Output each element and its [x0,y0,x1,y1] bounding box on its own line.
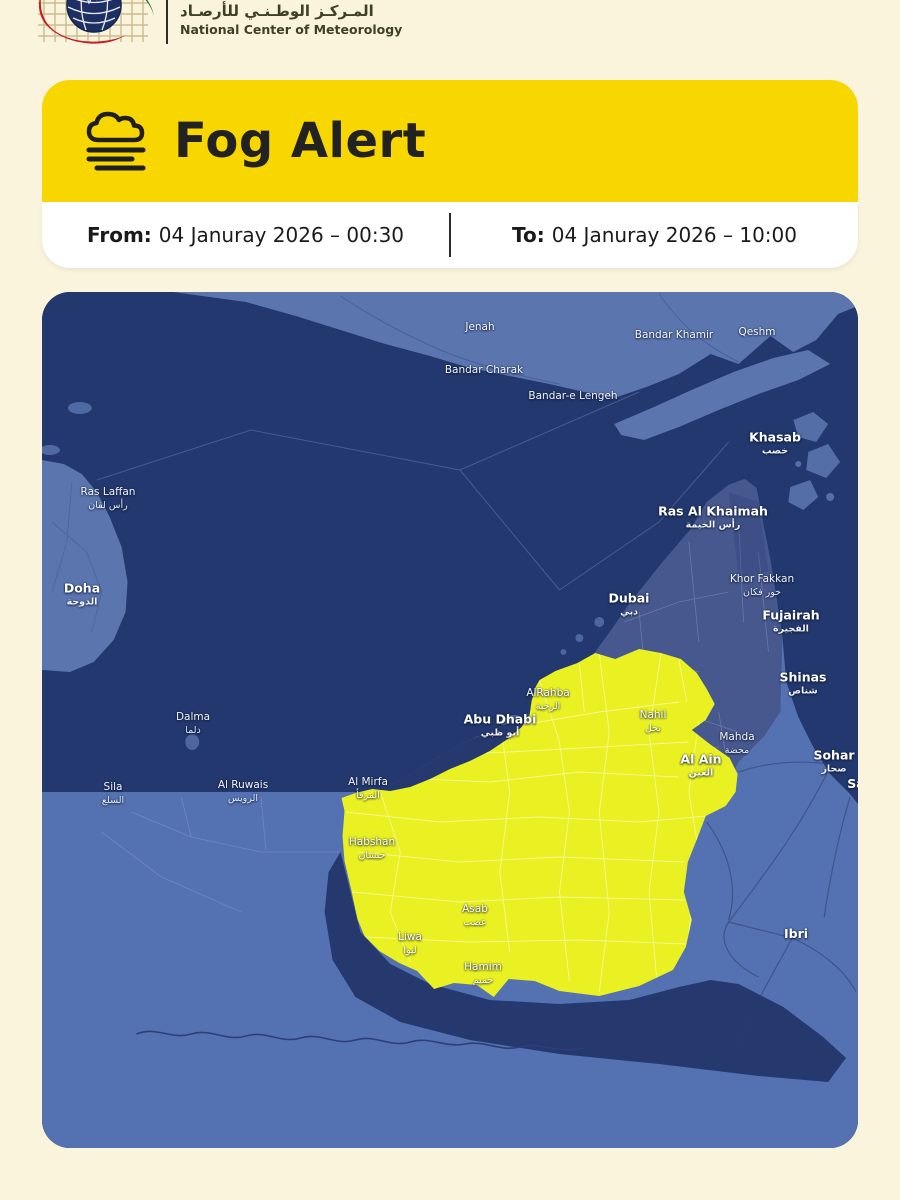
brand-name-english: National Center of Meteorology [180,22,403,37]
map-iran-coast [173,292,858,398]
map-label-jenah: Jenah [465,321,495,334]
map-label-bandar-khamir: Bandar Khamir [634,329,714,342]
alert-period-card: From: 04 Januray 2026 – 00:30 To: 04 Jan… [42,202,858,268]
map-fog-area [341,649,738,997]
brand-block: المـركـز الوطـنـي للأرصـاد National Cent… [180,2,510,37]
map-graphic [42,292,858,1148]
map-fog-district-lines [345,653,707,993]
map-label-khor-fakkan: Khor Fakkan خور فكان [729,573,795,598]
map-label-doha: Doha الدوحة [63,580,101,608]
map-label-alrahba: AlRahba الرحبة [526,687,570,712]
map-island-light [67,402,92,414]
map-musandam-fragments [788,412,841,510]
map-island-dark [314,339,367,357]
map-label-fujairah: Fujairah الفجيرة [762,607,820,635]
map-label-dalma: Dalma دلما [175,711,211,736]
map-label-ibri: Ibri [783,925,809,941]
map-qatar-islet [42,445,60,455]
logo-globe [66,0,122,33]
map-marine-boundaries [96,391,730,591]
map-west-coast-lines [101,796,341,913]
map-label-nahil: Nahil نحل [639,709,667,734]
map-label-hamim: Hamim حميم [464,961,502,986]
map-label-bandar-charak: Bandar Charak [444,364,524,377]
period-to: To: 04 Januray 2026 – 10:00 [451,223,858,247]
map-qeshm-island [614,350,831,440]
map-label-sa: Sa [847,775,858,791]
map-label-sila: Sila السلع [101,781,125,806]
map-south-desert-band [324,852,847,1082]
map-label-asab: Asab عصب [462,903,488,928]
map-label-abu-dhabi: Abu Dhabi أبو ظبي [463,711,537,739]
fog-icon [86,111,146,171]
header: المـركـز الوطـنـي للأرصـاد National Cent… [0,0,900,58]
fog-alert-map: Jenah Bandar Khamir Qeshm Bandar Charak Band… [42,292,858,1148]
map-island-dark-2 [382,373,403,383]
alert-title: Fog Alert [174,113,427,169]
map-label-dubai: Dubai دبي [608,590,650,618]
map-label-mahda: Mahda محضة [719,731,755,756]
from-value: 04 Januray 2026 – 00:30 [158,223,405,247]
brand-name-arabic: المـركـز الوطـنـي للأرصـاد [180,2,374,20]
map-label-al-mirfa: Al Mirfa المرفأ [348,776,388,801]
map-label-qeshm: Qeshm [738,326,776,339]
to-value: 04 Januray 2026 – 10:00 [551,223,797,247]
map-qatar [42,460,128,672]
map-label-habshan: Habshan حبشان [348,836,396,861]
map-label-al-ain: Al Ain العين [680,751,722,779]
map-labels: Jenah Bandar Khamir Qeshm Bandar Charak Band… [42,292,858,1148]
logo-red-swoosh [39,0,126,44]
map-oman-roads [706,761,857,1063]
map-label-ras-laffan: Ras Laffan رأس لفان [80,486,136,511]
map-hajar-mountains [728,492,769,577]
map-label-khasab: Khasab خصب [749,429,801,457]
map-iran-borders [340,293,739,385]
map-label-al-ruwais: Al Ruwais الرويس [217,779,269,804]
map-qatar-lines [51,481,103,633]
map-label-ras-al-khaimah: Ras Al Khaimah رأس الخيمة [658,503,768,531]
ncm-logo [38,0,154,44]
fog-alert-banner: Fog Alert [42,80,858,202]
period-divider [449,213,451,257]
to-label: To: [512,223,545,247]
map-label-bandar-e-lengeh: Bandar-e Lengeh [528,390,618,403]
map-label-liwa: Liwa ليوا [398,931,422,956]
map-label-sohar: Sohar صحار [813,747,855,775]
map-label-shinas: Shinas شناص [779,669,827,697]
logo-globe-lines [67,0,121,31]
header-divider [166,0,168,44]
from-label: From: [86,223,152,247]
period-from: From: 04 Januray 2026 – 00:30 [42,223,449,247]
map-saudi-border-line [136,1030,585,1051]
